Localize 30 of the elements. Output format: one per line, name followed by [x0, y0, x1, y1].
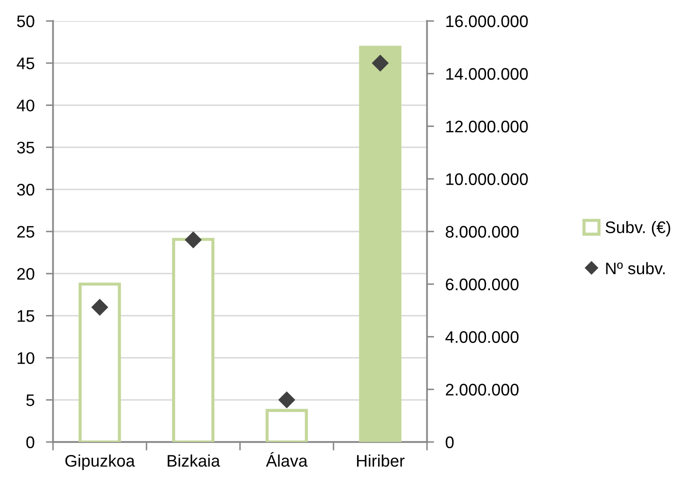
- x-tick-label: Bizkaia: [168, 454, 220, 467]
- x-tick-label: Álava: [266, 452, 308, 467]
- y-tick-label: 35: [17, 142, 34, 154]
- legend-label: Nº subv.: [606, 262, 665, 274]
- y-tick-label: 30: [17, 184, 34, 196]
- point: [372, 54, 389, 72]
- y2-tick-label: 12.000.000: [446, 120, 528, 132]
- y2-tick-label: 14.000.000: [446, 68, 528, 80]
- y-tick-label: 5: [26, 394, 34, 406]
- x-tick-label: Gipuzkoa: [65, 454, 135, 470]
- y2-tick-label: 8.000.000: [446, 226, 519, 238]
- y2-tick-label: 10.000.000: [446, 173, 528, 186]
- y2-tick-label: 6.000.000: [446, 278, 519, 290]
- point: [278, 391, 296, 408]
- y2-tick-label: 2.000.000: [446, 384, 519, 396]
- y-tick-label: 10: [18, 352, 34, 364]
- y2-tick-label: 0: [446, 436, 454, 448]
- y-tick-label: 25: [17, 226, 34, 238]
- point: [184, 231, 202, 248]
- y2-tick-label: 16.000.000: [446, 15, 528, 28]
- y-tick-label: 20: [17, 268, 34, 280]
- y-tick-label: 0: [26, 436, 34, 448]
- point: [91, 298, 108, 316]
- y2-tick-label: 4.000.000: [445, 331, 519, 343]
- x-tick-label: Hiriber: [357, 454, 405, 467]
- legend-label: Subv. (€): [606, 220, 670, 236]
- y-tick-label: 50: [17, 15, 34, 28]
- y-tick-label: 45: [16, 58, 34, 70]
- y-tick-label: 15: [18, 310, 34, 322]
- y-tick-label: 40: [16, 100, 34, 112]
